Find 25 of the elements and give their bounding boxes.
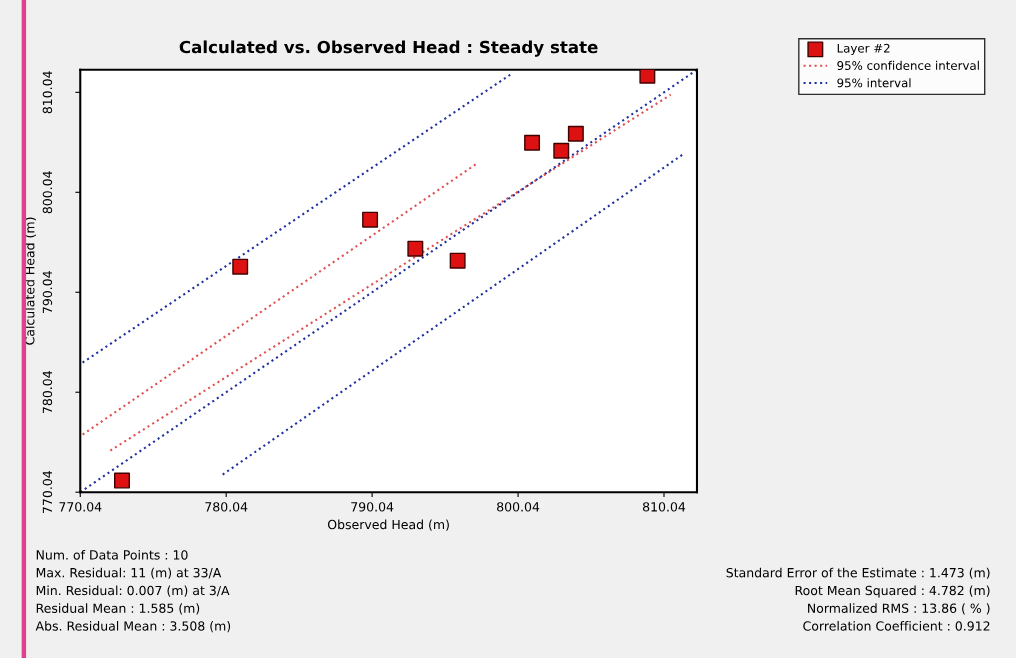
point — [114, 472, 130, 489]
y-tick-label: 790.04 — [42, 271, 53, 314]
x-tick-label: 790.04 — [351, 502, 394, 512]
text: Max. Residual: 11 (m) at 33/A — [36, 567, 222, 579]
y-tick-label: 810.04 — [42, 71, 53, 114]
legend-label: 95% interval — [837, 78, 911, 88]
y-tick-label: 780.04 — [42, 371, 53, 414]
text: Standard Error of the Estimate : 1.473 (m) — [726, 567, 990, 579]
legend-label: 95% confidence interval — [837, 60, 979, 70]
text: Num. of Data Points : 10 — [36, 549, 188, 560]
y-tick-label: 800.04 — [42, 171, 53, 214]
text: Residual Mean : 1.585 (m) — [36, 603, 200, 615]
chart-title: Calculated vs. Observed Head : Steady state — [179, 40, 598, 57]
text: Min. Residual: 0.007 (m) at 3/A — [36, 585, 230, 597]
text: Root Mean Squared : 4.782 (m) — [795, 585, 990, 598]
x-tick-label: 800.04 — [497, 502, 540, 512]
legend-label: Layer #2 — [837, 43, 890, 55]
x-tick-label: 780.04 — [205, 502, 248, 512]
y-axis-title: Calculated Head (m) — [24, 217, 36, 345]
text: Correlation Coefficient : 0.912 — [803, 621, 990, 631]
text: Abs. Residual Mean : 3.508 (m) — [35, 621, 231, 633]
x-tick-label: 810.04 — [642, 502, 686, 512]
x-tick-label: 770.04 — [59, 502, 102, 512]
x-axis-title: Observed Head (m) — [327, 519, 449, 531]
text: Normalized RMS : 13.86 ( % ) — [808, 603, 990, 615]
